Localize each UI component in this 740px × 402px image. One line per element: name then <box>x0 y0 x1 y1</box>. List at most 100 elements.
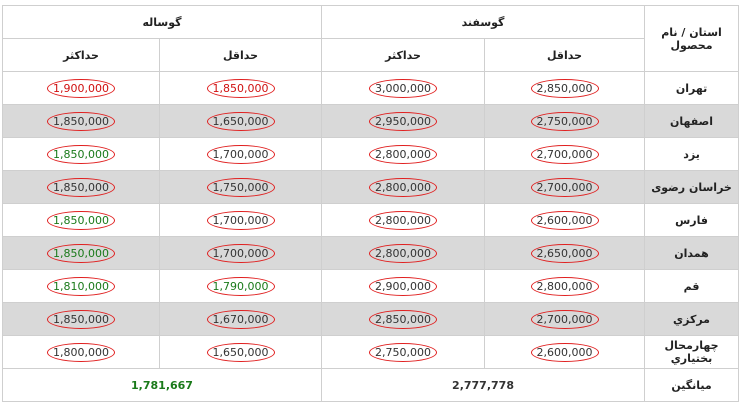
value-cell: 1,850,000 <box>1 203 161 237</box>
group-header: گوساله <box>1 5 323 39</box>
value-cell: 1,700,000 <box>159 236 323 270</box>
value-cell: 1,900,000 <box>1 71 161 105</box>
price: 1,850,000 <box>47 309 115 329</box>
value-cell: 2,800,000 <box>321 203 486 237</box>
province-cell: قم <box>644 269 740 303</box>
sub-header: حداکثر <box>1 38 161 72</box>
corner-header: استان / نام محصول <box>644 5 740 72</box>
value-cell: 2,850,000 <box>321 302 486 336</box>
price: 1,650,000 <box>206 342 275 362</box>
table-body: تهران 2,850,000 3,000,000 1,850,000 1,900,00… <box>1 71 740 402</box>
table-row: قم 2,800,000 2,900,000 1,790,000 1,810,000 <box>1 269 740 303</box>
value-cell: 1,800,000 <box>1 335 161 369</box>
table-row: چهارمحال بختياري 2,600,000 2,750,000 1,650,… <box>1 335 740 369</box>
province-cell: همدان <box>644 236 740 270</box>
group-header: گوسفند <box>321 5 646 39</box>
price: 2,600,000 <box>530 342 599 362</box>
value-cell: 1,850,000 <box>1 170 161 204</box>
price: 1,850,000 <box>47 144 115 164</box>
province-cell: فارس <box>644 203 740 237</box>
price: 1,800,000 <box>47 342 115 362</box>
price: 1,850,000 <box>47 111 115 131</box>
value-cell: 1,790,000 <box>159 269 323 303</box>
price: 2,800,000 <box>530 276 599 296</box>
price: 2,800,000 <box>369 243 437 263</box>
value-cell: 1,850,000 <box>1 236 161 270</box>
average-row: میانگین 2,777,778 1,781,667 <box>1 368 740 402</box>
value-cell: 2,800,000 <box>484 269 646 303</box>
price: 2,850,000 <box>369 309 437 329</box>
value-cell: 1,650,000 <box>159 335 323 369</box>
sub-header: حداقل <box>484 38 646 72</box>
province-cell: اصفهان <box>644 104 740 138</box>
price: 2,800,000 <box>369 210 437 230</box>
sub-header: حداکثر <box>321 38 486 72</box>
price: 2,650,000 <box>530 243 599 263</box>
price: 1,810,000 <box>47 276 115 296</box>
price: 2,800,000 <box>369 177 437 197</box>
price: 1,850,000 <box>47 243 115 263</box>
value-cell: 2,800,000 <box>321 236 486 270</box>
table-row: همدان 2,650,000 2,800,000 1,700,000 1,850,00… <box>1 236 740 270</box>
price: 1,650,000 <box>206 111 275 131</box>
price: 1,850,000 <box>206 78 275 98</box>
price: 1,700,000 <box>206 210 275 230</box>
price: 1,700,000 <box>206 243 275 263</box>
province-cell: خراسان رضوی <box>644 170 740 204</box>
value-cell: 1,850,000 <box>1 104 161 138</box>
average-value: 1,781,667 <box>1 368 323 402</box>
price: 2,900,000 <box>369 276 437 296</box>
value-cell: 3,000,000 <box>321 71 486 105</box>
table-row: اصفهان 2,750,000 2,950,000 1,650,000 1,850,0… <box>1 104 740 138</box>
average-value: 2,777,778 <box>321 368 646 402</box>
table-row: فارس 2,600,000 2,800,000 1,700,000 1,850,000 <box>1 203 740 237</box>
value-cell: 2,700,000 <box>484 170 646 204</box>
price-table: استان / نام محصول گوسفند گوساله حداقل حد… <box>1 5 740 402</box>
value-cell: 2,650,000 <box>484 236 646 270</box>
value-cell: 1,850,000 <box>1 137 161 171</box>
price: 1,900,000 <box>47 78 115 98</box>
value-cell: 1,850,000 <box>1 302 161 336</box>
value-cell: 2,750,000 <box>484 104 646 138</box>
value-cell: 2,750,000 <box>321 335 486 369</box>
value-cell: 1,700,000 <box>159 203 323 237</box>
price: 2,700,000 <box>530 309 599 329</box>
sub-header: حداقل <box>159 38 323 72</box>
price: 1,750,000 <box>206 177 275 197</box>
value-cell: 1,810,000 <box>1 269 161 303</box>
price: 1,700,000 <box>206 144 275 164</box>
table-row: تهران 2,850,000 3,000,000 1,850,000 1,900,00… <box>1 71 740 105</box>
value-cell: 2,800,000 <box>321 137 486 171</box>
price: 2,850,000 <box>530 78 599 98</box>
table-row: یزد 2,700,000 2,800,000 1,700,000 1,850,000 <box>1 137 740 171</box>
price: 1,850,000 <box>47 210 115 230</box>
value-cell: 2,600,000 <box>484 203 646 237</box>
value-cell: 2,600,000 <box>484 335 646 369</box>
price: 2,600,000 <box>530 210 599 230</box>
price: 1,670,000 <box>206 309 275 329</box>
value-cell: 1,850,000 <box>159 71 323 105</box>
value-cell: 2,800,000 <box>321 170 486 204</box>
price: 2,750,000 <box>369 342 437 362</box>
value-cell: 2,900,000 <box>321 269 486 303</box>
price: 2,800,000 <box>369 144 437 164</box>
table-row: خراسان رضوی 2,700,000 2,800,000 1,750,000 1,… <box>1 170 740 204</box>
value-cell: 2,950,000 <box>321 104 486 138</box>
province-cell: تهران <box>644 71 740 105</box>
price: 2,950,000 <box>369 111 437 131</box>
province-cell: یزد <box>644 137 740 171</box>
province-cell: چهارمحال بختياري <box>644 335 740 369</box>
value-cell: 1,650,000 <box>159 104 323 138</box>
price: 1,790,000 <box>206 276 275 296</box>
price: 2,700,000 <box>530 177 599 197</box>
value-cell: 2,700,000 <box>484 137 646 171</box>
table-row: مرکزي 2,700,000 2,850,000 1,670,000 1,850,00… <box>1 302 740 336</box>
value-cell: 2,700,000 <box>484 302 646 336</box>
value-cell: 1,670,000 <box>159 302 323 336</box>
price: 3,000,000 <box>369 78 437 98</box>
average-label: میانگین <box>644 368 740 402</box>
price: 2,750,000 <box>530 111 599 131</box>
value-cell: 2,850,000 <box>484 71 646 105</box>
price: 2,700,000 <box>530 144 599 164</box>
